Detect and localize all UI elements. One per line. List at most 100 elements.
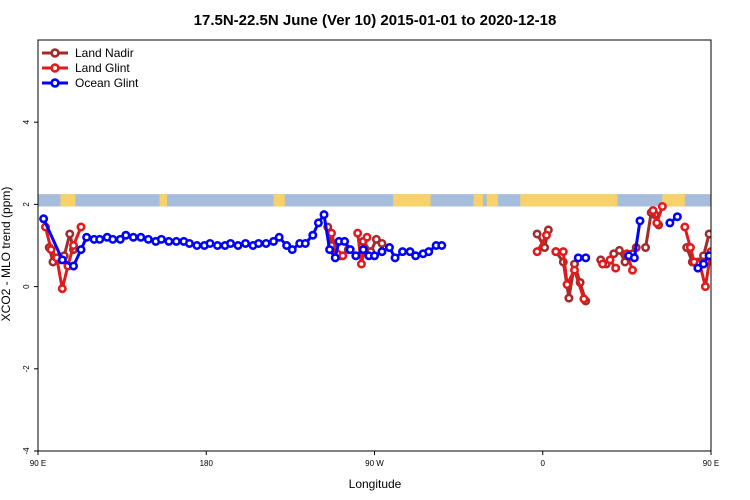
data-point	[693, 263, 703, 273]
data-point	[665, 218, 675, 228]
chart-title: 17.5N-22.5N June (Ver 10) 2015-01-01 to …	[194, 12, 557, 29]
x-tick-label: 90 W	[365, 459, 384, 468]
data-point	[384, 243, 394, 253]
data-point	[282, 241, 292, 251]
data-point	[143, 234, 153, 244]
data-point	[558, 247, 568, 257]
data-point	[308, 230, 318, 240]
y-axis-label: XCO2 - MLO trend (ppm)	[0, 187, 13, 322]
series-layer	[39, 201, 742, 306]
data-point	[95, 234, 105, 244]
data-point	[300, 238, 310, 248]
data-point	[356, 259, 366, 269]
data-point	[605, 255, 615, 265]
data-point	[424, 247, 434, 257]
data-point	[699, 259, 709, 269]
data-point	[164, 236, 174, 246]
data-point	[570, 265, 580, 275]
x-tick-label: 180	[200, 459, 214, 468]
data-point	[184, 238, 194, 248]
land-band	[473, 194, 483, 207]
data-point	[192, 241, 202, 251]
data-point	[345, 245, 355, 255]
data-point	[398, 247, 408, 257]
data-point	[551, 247, 561, 257]
data-point	[532, 229, 542, 239]
data-point	[680, 222, 690, 232]
land-band	[60, 194, 76, 207]
data-point	[369, 251, 379, 261]
data-point	[723, 232, 729, 238]
data-point	[57, 284, 67, 294]
x-tick-label: 90 E	[703, 459, 719, 468]
data-point	[128, 232, 138, 242]
data-point	[108, 234, 118, 244]
data-point	[115, 234, 125, 244]
data-point	[704, 229, 711, 239]
data-point	[82, 232, 92, 242]
data-point	[274, 232, 284, 242]
data-point	[614, 245, 624, 255]
data-point	[269, 236, 279, 246]
data-point	[46, 245, 56, 255]
x-tick-label: 0	[541, 459, 546, 468]
data-point	[351, 251, 361, 261]
land-band	[273, 194, 285, 207]
data-point	[579, 294, 589, 304]
data-point	[327, 228, 337, 238]
land-band	[662, 194, 685, 207]
y-axis: -4 -2 0 2 4	[22, 119, 38, 455]
data-point	[65, 229, 75, 239]
data-point	[313, 218, 323, 228]
data-point	[362, 232, 372, 242]
y-tick-label: 0	[22, 284, 31, 289]
y-tick-label: -4	[22, 447, 31, 455]
land-band	[520, 194, 618, 207]
data-point	[121, 230, 131, 240]
data-point	[672, 212, 682, 222]
legend-swatch-marker	[50, 48, 60, 58]
data-point	[76, 222, 86, 232]
data-point	[233, 241, 243, 251]
data-point	[212, 241, 222, 251]
data-point	[598, 259, 608, 269]
legend-label: Ocean Glint	[75, 76, 139, 90]
data-point	[76, 245, 86, 255]
data-point	[581, 253, 591, 263]
data-point	[736, 236, 742, 242]
data-point	[641, 243, 651, 253]
y-tick-label: 2	[22, 202, 31, 207]
data-point	[136, 232, 146, 242]
legend-label: Land Glint	[75, 61, 130, 75]
data-point	[710, 247, 711, 253]
data-point	[358, 245, 368, 255]
data-point	[226, 238, 236, 248]
data-point	[540, 243, 550, 253]
legend-item: Land Nadir	[42, 46, 134, 60]
data-point	[353, 228, 363, 238]
data-point	[629, 253, 639, 263]
data-point	[405, 247, 415, 257]
data-point	[437, 241, 447, 251]
data-point	[704, 251, 711, 261]
data-point	[261, 238, 271, 248]
data-point	[171, 236, 181, 246]
data-point	[69, 261, 79, 271]
data-point	[371, 234, 381, 244]
legend-swatch-marker	[50, 63, 60, 73]
data-point	[390, 253, 400, 263]
data-point	[411, 251, 421, 261]
data-point	[541, 230, 551, 240]
x-tick-label: 90 E	[30, 459, 46, 468]
data-point	[57, 255, 67, 265]
legend-item: Ocean Glint	[42, 76, 139, 90]
data-point	[325, 245, 335, 255]
data-point	[377, 238, 387, 248]
data-point	[39, 214, 49, 224]
data-point	[717, 244, 723, 250]
y-tick-label: -2	[22, 365, 31, 373]
x-axis-label: Longitude	[349, 477, 402, 491]
data-point	[730, 234, 736, 240]
